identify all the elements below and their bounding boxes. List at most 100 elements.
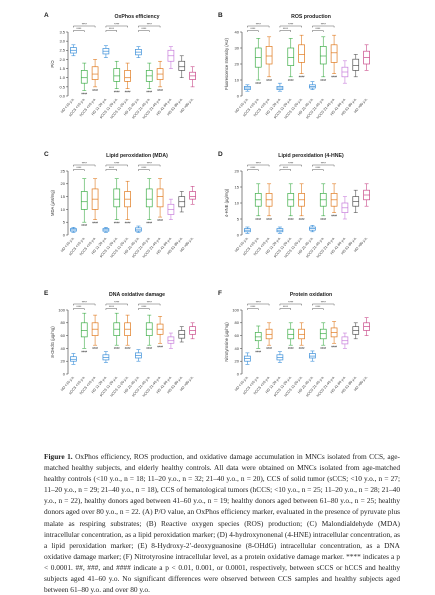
box-plot-group (70, 227, 77, 233)
significance-bracket (73, 308, 85, 310)
y-axis-label: 4-HNE (µg/mg) (224, 188, 229, 217)
y-tick-label: 15 (235, 184, 240, 189)
significance-bracket (138, 308, 150, 310)
significance-bracket (279, 303, 302, 306)
box (287, 47, 295, 66)
box-plot-group (352, 54, 360, 78)
hash-label: #### (114, 221, 120, 225)
hash-label: #### (114, 346, 120, 350)
box-plot-group (309, 225, 316, 233)
significance-bracket (247, 308, 259, 310)
y-axis-label: 8-OHdG (µg/mg) (50, 326, 55, 358)
significance-bracket (279, 25, 302, 28)
box-plot-group (156, 316, 164, 344)
hash-label: #### (331, 344, 337, 348)
significance-bracket (279, 169, 291, 171)
y-tick-label: 60 (235, 333, 240, 338)
hash-label: #### (288, 78, 294, 82)
hash-label: #### (157, 218, 163, 222)
significance-label: **** (147, 301, 153, 305)
box (113, 188, 121, 208)
box (145, 188, 153, 208)
significance-bracket (247, 25, 270, 28)
box-plot-group (113, 60, 121, 89)
box-plot-group (145, 314, 153, 346)
box-plot-group (189, 322, 196, 340)
significance-bracket (247, 164, 270, 167)
significance-label: **** (256, 162, 262, 166)
box-plot-group (319, 183, 327, 217)
y-tick-label: 3.5 (59, 29, 65, 34)
significance-bracket (312, 303, 335, 306)
significance-label: **** (288, 162, 294, 166)
box (319, 46, 327, 65)
y-tick-label: 0.0 (59, 93, 65, 98)
significance-bracket (73, 30, 85, 32)
box-plot-group (167, 332, 175, 349)
box-plot-group (70, 353, 77, 365)
y-axis-label: MDA (µM/mg) (50, 189, 55, 216)
panel-letter: A (44, 12, 49, 19)
significance-label: **** (321, 23, 327, 27)
box-plot-group (145, 62, 153, 89)
y-tick-label: 0.5 (59, 84, 65, 89)
panel-d: D Lipid peroxidation (4-HNE) 0 5 10 15 20 4-HNE… (218, 151, 400, 283)
significance-bracket (138, 164, 161, 167)
box-plot-group (276, 226, 284, 234)
box-plot-group (91, 178, 99, 220)
y-tick-label: 0 (63, 371, 66, 376)
y-tick-label: 20 (235, 359, 240, 364)
hash-label: #### (331, 75, 337, 79)
box-plot-group (80, 312, 88, 349)
y-tick-label: 1.5 (59, 66, 65, 71)
box-plot-group (156, 60, 164, 88)
hash-label: #### (266, 78, 272, 82)
box (113, 68, 121, 82)
box-plot-group (341, 60, 349, 84)
figure-caption: Figure 1. OxPhos efficiency, ROS product… (44, 451, 400, 595)
significance-label: **** (288, 23, 294, 27)
hash-label: #### (81, 349, 87, 353)
significance-label: **** (82, 301, 88, 305)
box-plot-group (135, 46, 142, 58)
panel-f: F Protein oxidation 0 20 40 60 80 100 Nitrotyros… (218, 290, 400, 422)
hash-label: #### (299, 346, 305, 350)
significance-label: **** (283, 305, 289, 309)
panel-title: DNA oxidative damage (108, 292, 166, 298)
significance-label: **** (82, 162, 88, 166)
box-plot-group (244, 226, 251, 234)
box-plot-group (102, 45, 110, 58)
box-plot-group (309, 350, 316, 362)
panel-a: A OxPhos efficiency 0.0 0.5 1.0 1.5 2.0 2.5 3.0 3… (44, 12, 226, 144)
hash-label: #### (266, 217, 272, 221)
significance-label: **** (76, 27, 82, 31)
box (135, 227, 142, 232)
y-axis-label: P/O (50, 60, 55, 68)
box-plot-group (113, 178, 121, 220)
y-tick-label: 60 (61, 333, 66, 338)
panel-title: Lipid peroxidation (MDA) (106, 153, 168, 159)
significance-label: **** (76, 166, 82, 170)
box-plot-group (254, 38, 262, 81)
y-tick-label: 15 (61, 194, 66, 199)
y-tick-label: 0 (63, 232, 66, 237)
significance-bracket (279, 308, 291, 310)
hash-label: #### (320, 346, 326, 350)
y-tick-label: 0 (237, 93, 240, 98)
hash-label: #### (125, 221, 131, 225)
y-tick-label: 0 (237, 371, 240, 376)
box-plot-group (244, 84, 251, 92)
box-plot-group (80, 178, 88, 223)
box-plot-group (265, 322, 273, 346)
hash-label: #### (92, 346, 98, 350)
significance-label: **** (141, 166, 147, 170)
box-plot-group (298, 322, 305, 346)
box-plot-group (178, 55, 186, 79)
box-plot-group (330, 34, 338, 74)
significance-bracket (312, 30, 324, 32)
box-plot-group (319, 322, 327, 346)
significance-label: **** (315, 305, 321, 309)
significance-bracket (312, 308, 324, 310)
y-tick-label: 40 (235, 346, 240, 351)
significance-bracket (105, 169, 117, 171)
